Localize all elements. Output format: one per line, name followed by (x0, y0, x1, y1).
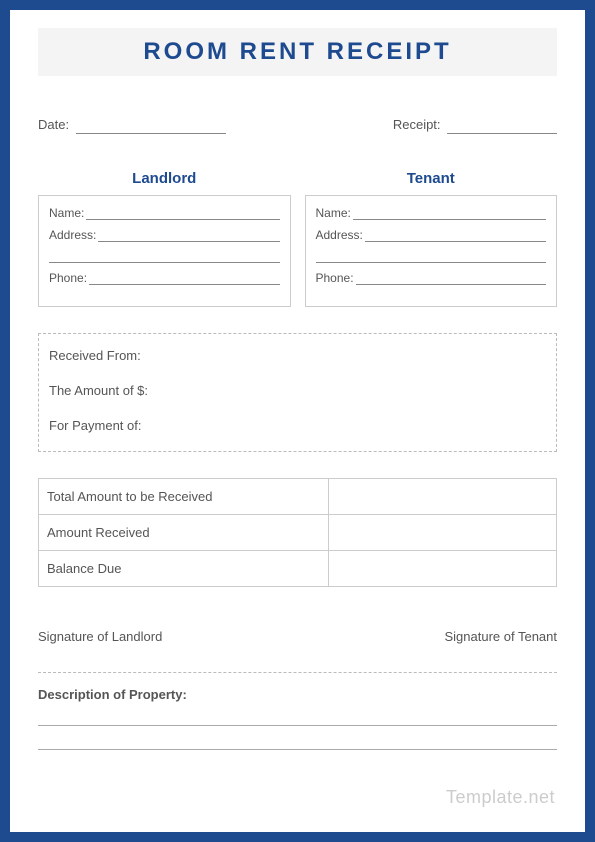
tenant-name-label: Name: (316, 206, 351, 220)
parties-row: Landlord Name: Address: Phone: Tenant (38, 170, 557, 307)
total-label-cell: Total Amount to be Received (39, 479, 329, 515)
received-label-cell: Amount Received (39, 515, 329, 551)
tenant-phone-field[interactable] (356, 272, 546, 285)
landlord-address-field[interactable] (98, 229, 279, 242)
tenant-address-line2[interactable] (316, 250, 547, 263)
description-line2[interactable] (38, 736, 557, 750)
landlord-box: Name: Address: Phone: (38, 195, 291, 307)
tenant-header: Tenant (305, 170, 558, 187)
amount-table: Total Amount to be Received Amount Recei… (38, 478, 557, 587)
landlord-column: Landlord Name: Address: Phone: (38, 170, 291, 307)
received-value-cell[interactable] (329, 515, 557, 551)
date-field[interactable] (76, 120, 226, 134)
description-line1[interactable] (38, 712, 557, 726)
receipt-field-group: Receipt: (393, 116, 557, 134)
balance-label-cell: Balance Due (39, 551, 329, 587)
landlord-address-label: Address: (49, 228, 96, 242)
tenant-address-label: Address: (316, 228, 363, 242)
title-text: ROOM RENT RECEIPT (38, 38, 557, 66)
tenant-box: Name: Address: Phone: (305, 195, 558, 307)
tenant-column: Tenant Name: Address: Phone: (305, 170, 558, 307)
landlord-address-line2[interactable] (49, 250, 280, 263)
signature-row: Signature of Landlord Signature of Tenan… (38, 629, 557, 644)
page-frame: ROOM RENT RECEIPT Date: Receipt: Landlor… (0, 0, 595, 842)
amount-of-line: The Amount of $: (49, 383, 546, 398)
balance-value-cell[interactable] (329, 551, 557, 587)
tenant-phone-label: Phone: (316, 271, 354, 285)
signature-landlord-label: Signature of Landlord (38, 629, 162, 644)
total-value-cell[interactable] (329, 479, 557, 515)
watermark: Template.net (446, 787, 555, 808)
date-label: Date: (38, 117, 69, 132)
table-row: Total Amount to be Received (39, 479, 557, 515)
landlord-name-label: Name: (49, 206, 84, 220)
receipt-field[interactable] (447, 120, 557, 134)
title-bar: ROOM RENT RECEIPT (38, 28, 557, 76)
for-payment-line: For Payment of: (49, 418, 546, 433)
received-from-line: Received From: (49, 348, 546, 363)
landlord-name-field[interactable] (86, 207, 279, 220)
receipt-label: Receipt: (393, 117, 441, 132)
received-box: Received From: The Amount of $: For Paym… (38, 333, 557, 452)
divider (38, 672, 557, 673)
top-fields-row: Date: Receipt: (38, 116, 557, 134)
description-header: Description of Property: (38, 687, 557, 702)
date-field-group: Date: (38, 116, 226, 134)
tenant-address-field[interactable] (365, 229, 546, 242)
table-row: Balance Due (39, 551, 557, 587)
landlord-phone-field[interactable] (89, 272, 279, 285)
landlord-phone-label: Phone: (49, 271, 87, 285)
landlord-header: Landlord (38, 170, 291, 187)
table-row: Amount Received (39, 515, 557, 551)
tenant-name-field[interactable] (353, 207, 546, 220)
signature-tenant-label: Signature of Tenant (444, 629, 557, 644)
